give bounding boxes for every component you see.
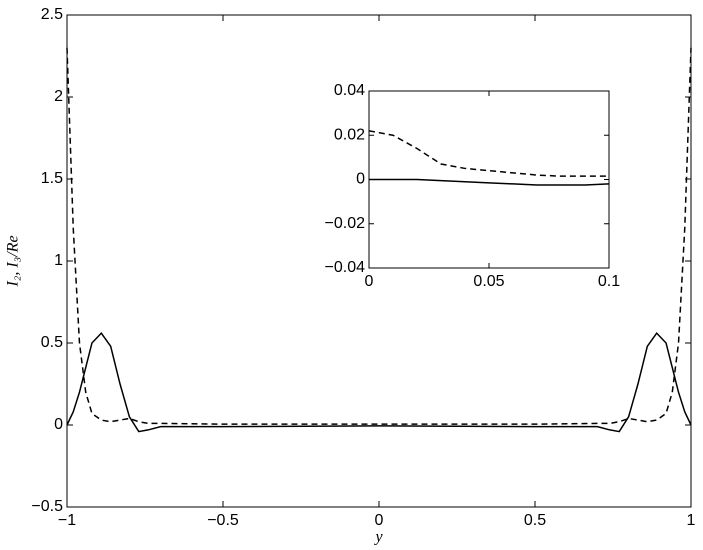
y-tick-label: 2.5	[41, 6, 63, 23]
series-line	[369, 178, 610, 186]
y-tick-label: −0.04	[325, 259, 366, 276]
y-tick-label: −0.5	[31, 498, 63, 515]
x-axis-label: y	[373, 529, 383, 546]
x-tick-label: 0.5	[524, 512, 546, 529]
x-tick-label: 1	[687, 512, 696, 529]
x-tick-label: 0.1	[598, 273, 620, 290]
series-line	[66, 331, 692, 433]
x-tick-label: 0.05	[473, 273, 504, 290]
x-tick-label: 0	[365, 273, 374, 290]
y-tick-label: 1.5	[41, 170, 63, 187]
series-line	[368, 130, 609, 177]
y-tick-label: 2	[54, 88, 63, 105]
y-axis-label: I₂, I₃/Re	[5, 235, 22, 287]
y-tick-label: 0.02	[334, 126, 365, 143]
y-tick-label: 0	[54, 416, 63, 433]
series-line	[66, 47, 692, 425]
y-tick-label: 0.5	[41, 334, 63, 351]
x-tick-label: 0	[375, 512, 384, 529]
y-tick-label: 1	[54, 252, 63, 269]
x-tick-label: −1	[58, 512, 76, 529]
y-tick-label: −0.02	[325, 215, 366, 232]
x-tick-label: −0.5	[207, 512, 239, 529]
y-tick-label: 0	[356, 171, 365, 188]
y-tick-label: 0.04	[334, 82, 365, 99]
